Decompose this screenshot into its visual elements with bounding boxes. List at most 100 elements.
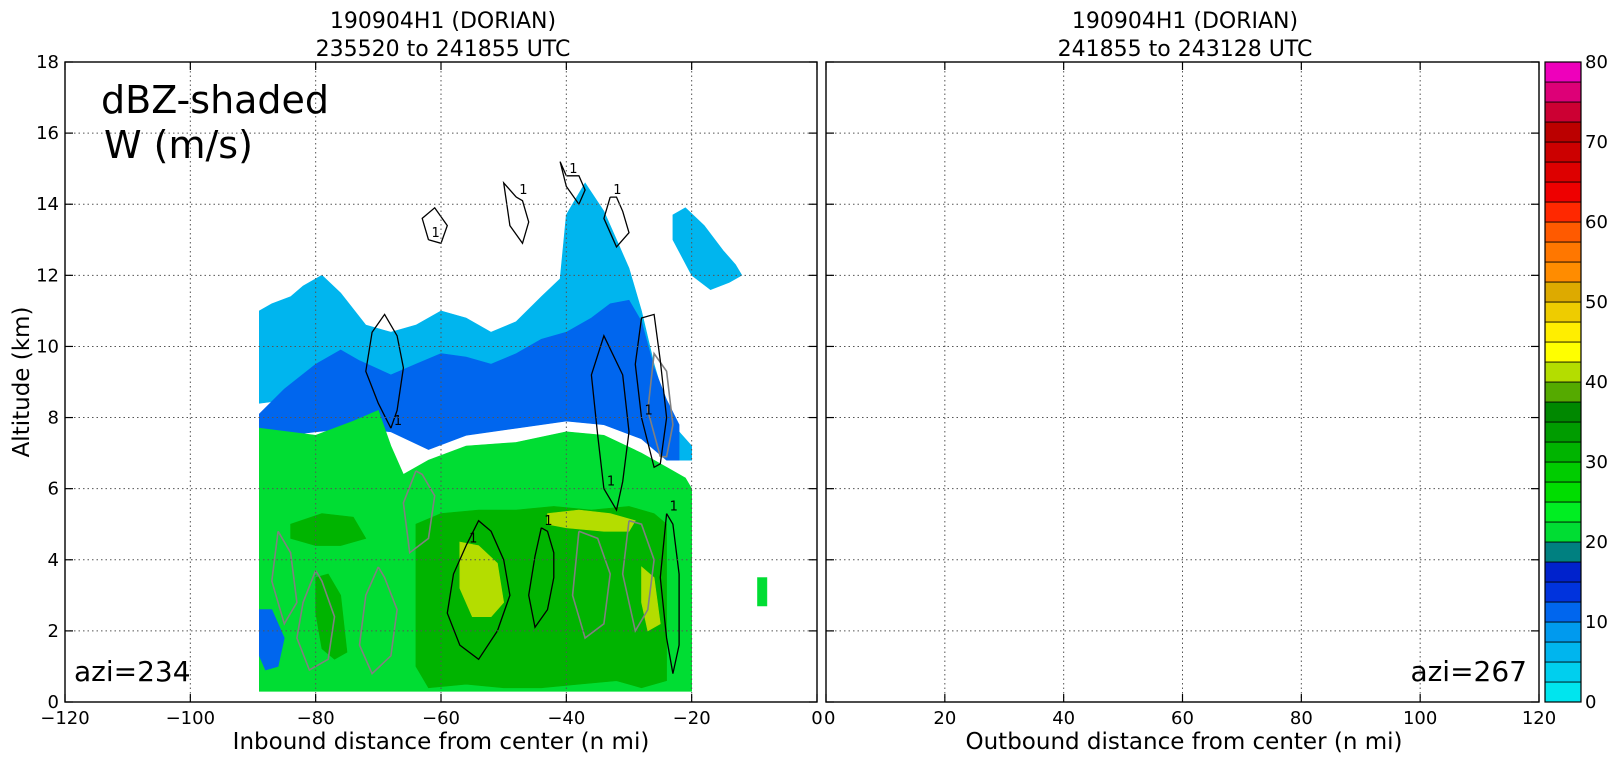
colorbar-bin bbox=[1544, 101, 1582, 123]
x-tick-label: −120 bbox=[40, 708, 89, 729]
reflectivity-region bbox=[415, 506, 667, 689]
left-x-axis-label: Inbound distance from center (n mi) bbox=[233, 729, 650, 755]
right-x-axis-label: Outbound distance from center (n mi) bbox=[966, 729, 1403, 755]
w-contour-label: 1 bbox=[613, 183, 621, 198]
right-x-ticks: 0 20 40 60 80 100 120 bbox=[824, 62, 1556, 729]
w-zero-contour bbox=[402, 470, 436, 555]
left-y-axis-label: Altitude (km) bbox=[9, 307, 35, 458]
y-tick-label: 6 bbox=[48, 479, 59, 500]
left-y-ticks: 0 2 4 6 8 10 12 14 16 18 bbox=[36, 52, 817, 713]
colorbar-bin bbox=[1544, 61, 1582, 83]
colorbar-bin bbox=[1544, 441, 1582, 463]
colorbar-bin bbox=[1544, 161, 1582, 183]
x-tick-label: −100 bbox=[166, 708, 215, 729]
right-y-ticks bbox=[826, 61, 1539, 703]
colorbar-bin bbox=[1544, 401, 1582, 423]
reflectivity-region bbox=[459, 541, 505, 618]
y-tick-label: 14 bbox=[36, 194, 59, 215]
w-contour-label: 1 bbox=[670, 500, 678, 515]
left-panel: 190904H1 (DORIAN) 235520 to 241855 UTC 1… bbox=[9, 9, 823, 755]
w-contour-line bbox=[590, 334, 630, 512]
w-contour-line bbox=[603, 196, 630, 249]
colorbar: 0 10 20 30 40 50 60 70 80 bbox=[1544, 52, 1608, 713]
colorbar-tick-label: 60 bbox=[1585, 212, 1608, 233]
x-tick-label: 0 bbox=[824, 708, 835, 729]
w-contour-label: 1 bbox=[519, 183, 527, 198]
x-tick-label: −60 bbox=[422, 708, 460, 729]
colorbar-bin bbox=[1544, 321, 1582, 343]
colorbar-tick-label: 50 bbox=[1585, 292, 1608, 313]
left-w-contours: 1 1 1 1 1 1 1 1 1 1 bbox=[270, 161, 680, 675]
colorbar-tick-label: 20 bbox=[1585, 532, 1608, 553]
x-tick-label: 60 bbox=[1171, 708, 1194, 729]
colorbar-bin bbox=[1544, 361, 1582, 383]
w-zero-contour bbox=[296, 569, 336, 672]
right-grid bbox=[826, 62, 1539, 702]
colorbar-bin bbox=[1544, 501, 1582, 523]
colorbar-tick-label: 40 bbox=[1585, 372, 1608, 393]
colorbar-bin bbox=[1544, 201, 1582, 223]
x-tick-label: 100 bbox=[1403, 708, 1437, 729]
colorbar-bin bbox=[1544, 241, 1582, 263]
x-tick-label: −80 bbox=[297, 708, 335, 729]
colorbar-bin bbox=[1544, 621, 1582, 643]
w-contour-label: 1 bbox=[544, 514, 552, 529]
colorbar-ticks: 0 10 20 30 40 50 60 70 80 bbox=[1585, 52, 1608, 713]
w-contour-line bbox=[421, 206, 449, 245]
w-contour-label: 1 bbox=[569, 162, 577, 177]
colorbar-bin bbox=[1544, 301, 1582, 323]
reflectivity-region bbox=[672, 207, 743, 290]
colorbar-bin bbox=[1544, 381, 1582, 403]
colorbar-bin bbox=[1544, 421, 1582, 443]
colorbar-bin bbox=[1544, 281, 1582, 303]
y-tick-label: 10 bbox=[36, 336, 59, 357]
x-tick-label: 120 bbox=[1522, 708, 1556, 729]
right-title-line2: 241855 to 243128 UTC bbox=[1058, 37, 1313, 62]
colorbar-bin bbox=[1544, 121, 1582, 143]
reflectivity-region bbox=[547, 509, 636, 532]
left-title-line1: 190904H1 (DORIAN) bbox=[330, 9, 556, 34]
x-tick-label: 0 bbox=[811, 708, 822, 729]
colorbar-bin bbox=[1544, 221, 1582, 243]
right-azimuth-label: azi=267 bbox=[1410, 655, 1527, 688]
reflectivity-region bbox=[315, 573, 348, 660]
left-azimuth-label: azi=234 bbox=[74, 655, 191, 688]
w-zero-contour bbox=[646, 351, 674, 458]
y-tick-label: 12 bbox=[36, 265, 59, 286]
w-zero-contour bbox=[270, 530, 298, 626]
w-contour-label: 1 bbox=[394, 414, 402, 429]
left-title-line2: 235520 to 241855 UTC bbox=[316, 37, 571, 62]
colorbar-bin bbox=[1544, 141, 1582, 163]
w-contour-line bbox=[659, 513, 680, 674]
colorbar-tick-label: 10 bbox=[1585, 612, 1608, 633]
x-tick-label: 80 bbox=[1290, 708, 1313, 729]
reflectivity-region bbox=[258, 609, 285, 671]
colorbar-tick-label: 0 bbox=[1585, 692, 1596, 713]
colorbar-bin bbox=[1544, 561, 1582, 583]
y-tick-label: 8 bbox=[48, 408, 59, 429]
y-tick-label: 2 bbox=[48, 621, 59, 642]
w-contour-label: 1 bbox=[607, 475, 615, 490]
x-tick-label: 20 bbox=[933, 708, 956, 729]
right-title-line1: 190904H1 (DORIAN) bbox=[1072, 9, 1298, 34]
y-tick-label: 18 bbox=[36, 52, 59, 73]
colorbar-bin bbox=[1544, 581, 1582, 603]
colorbar-bin bbox=[1544, 481, 1582, 503]
colorbar-bin bbox=[1544, 661, 1582, 683]
x-tick-label: −20 bbox=[673, 708, 711, 729]
w-contour-line bbox=[365, 313, 405, 429]
left-grid bbox=[65, 62, 817, 702]
y-tick-label: 4 bbox=[48, 550, 59, 571]
w-zero-contour bbox=[358, 566, 398, 675]
left-annotation-dbz: dBZ-shaded bbox=[101, 78, 329, 122]
x-tick-label: 40 bbox=[1052, 708, 1075, 729]
w-contour-label: 1 bbox=[645, 404, 653, 419]
colorbar-bin bbox=[1544, 341, 1582, 363]
colorbar-bins bbox=[1544, 61, 1582, 703]
colorbar-bin bbox=[1544, 641, 1582, 663]
colorbar-tick-label: 70 bbox=[1585, 132, 1608, 153]
colorbar-tick-label: 80 bbox=[1585, 52, 1608, 73]
left-x-ticks: −120 −100 −80 −60 −40 −20 0 bbox=[40, 62, 823, 729]
w-contour-line bbox=[502, 180, 530, 245]
